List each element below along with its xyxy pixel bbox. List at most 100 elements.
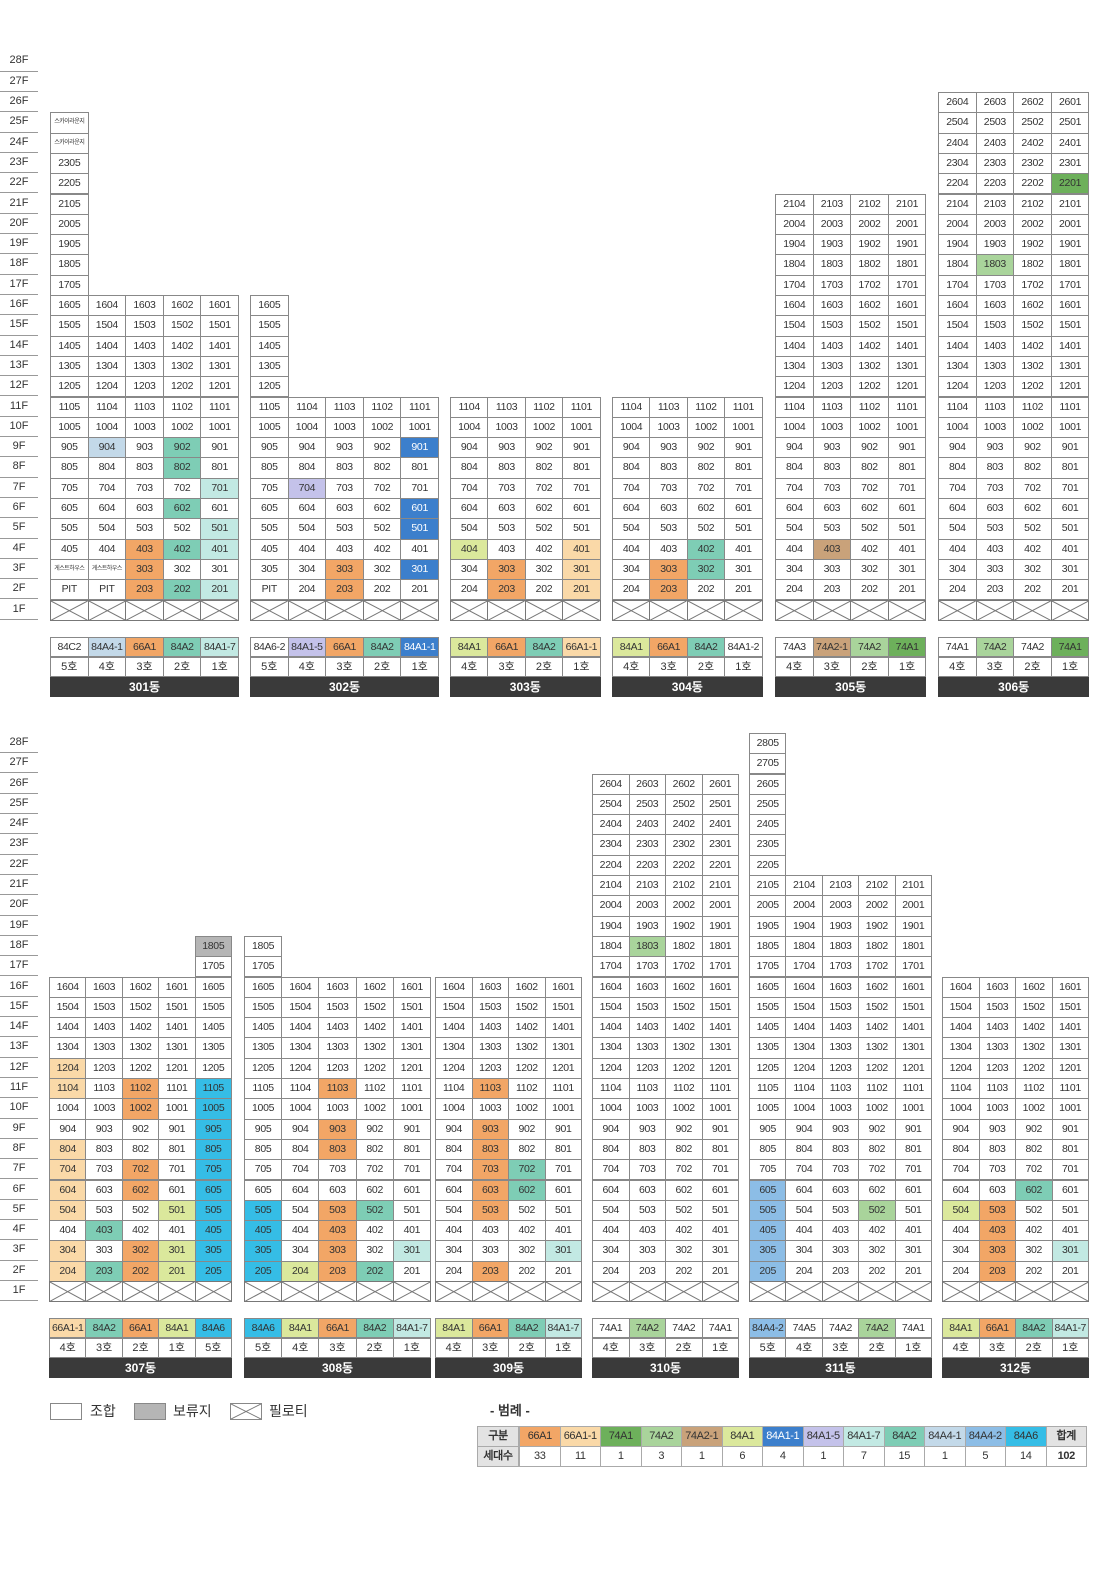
unit-cell: 1203 (125, 376, 164, 398)
unit-cell: 1602 (508, 976, 546, 998)
unit-cell: 305 (194, 1240, 232, 1262)
building-name: 307동 (49, 1358, 232, 1378)
type-cell: 74A2 (1013, 637, 1052, 657)
floor-label: 28F (0, 733, 38, 754)
unit-cell: 1203 (471, 1057, 509, 1079)
unit-count-cell: 3호 (125, 656, 164, 677)
unit-cell: 1101 (158, 1078, 196, 1100)
unit-cell: 803 (125, 457, 164, 479)
unit-cell: 2105 (749, 875, 787, 897)
unit-cell: 404 (938, 538, 977, 560)
unit-cell: 2004 (785, 895, 823, 917)
unit-cell: 203 (125, 579, 164, 601)
unit-cell: 1803 (628, 935, 666, 958)
unit-cell: 1602 (355, 976, 394, 998)
unit-cell: 1303 (975, 355, 1015, 378)
pilotis-cell (938, 599, 977, 621)
unit-cell: 1602 (162, 295, 202, 317)
unit-cell: 404 (785, 1220, 823, 1242)
pilotis-cell (355, 1281, 394, 1303)
unit-cell: 902 (665, 1118, 703, 1140)
unit-cell: 202 (1015, 1260, 1053, 1282)
unit-cell: 1705 (50, 274, 89, 296)
unit-cell: 1202 (162, 376, 202, 398)
unit-cell: 701 (392, 1159, 431, 1181)
unit-cell: 2102 (850, 193, 889, 215)
unit-cell: PIT (50, 579, 89, 601)
unit-cell: 604 (942, 1179, 980, 1201)
legend-title: - 범례 - (490, 1403, 530, 1418)
unit-cell: 202 (362, 579, 402, 601)
type-cell: 74A1 (592, 1318, 630, 1338)
unit-count-cell: 4호 (450, 656, 489, 677)
unit-cell: 2705 (749, 753, 787, 775)
unit-count-cell: 1호 (158, 1337, 196, 1358)
unit-cell: 403 (978, 1220, 1016, 1242)
unit-cell: 1704 (775, 274, 814, 296)
unit-cell: 602 (1015, 1179, 1053, 1201)
pilotis-cell (562, 599, 601, 621)
unit-cell: 601 (887, 498, 927, 520)
unit-cell: 2604 (938, 92, 977, 114)
unit-cell: 1504 (938, 315, 977, 337)
unit-cell: 1004 (612, 416, 651, 439)
floor-label: 20F (0, 214, 38, 235)
unit-cell: 1303 (85, 1037, 123, 1059)
unit-cell: 1101 (701, 1078, 739, 1100)
unit-cell: 801 (544, 1138, 582, 1161)
unit-cell: 303 (978, 1240, 1016, 1262)
floor-label: 5F (0, 518, 38, 539)
unit-cell: 1101 (544, 1078, 582, 1100)
legend-count: 33 (519, 1446, 561, 1467)
unit-cell: 1301 (200, 355, 239, 378)
unit-cell: 1102 (665, 1078, 703, 1100)
floor-label: 3F (0, 559, 38, 580)
unit-cell: 801 (562, 457, 601, 479)
unit-cell: 2303 (628, 834, 666, 856)
unit-cell: 1004 (785, 1098, 823, 1120)
unit-cell: 1601 (894, 976, 932, 998)
unit-cell: 1301 (392, 1037, 431, 1059)
unit-cell: 1604 (87, 295, 127, 317)
unit-cell: 1302 (162, 355, 202, 378)
unit-cell: 403 (821, 1220, 860, 1242)
unit-count-cell: 5호 (749, 1337, 787, 1358)
legend-type: 84A4-2 (964, 1426, 1006, 1447)
unit-cell: 1004 (287, 416, 327, 439)
unit-cell: 1004 (87, 416, 127, 439)
unit-cell: 703 (649, 477, 688, 499)
unit-cell: 1003 (325, 416, 364, 439)
unit-cell: 1103 (821, 1078, 860, 1100)
unit-cell: 701 (701, 1159, 739, 1181)
unit-cell: 904 (450, 437, 489, 459)
unit-cell: 1903 (821, 915, 860, 937)
unit-cell: 1804 (785, 935, 823, 958)
unit-cell: 704 (87, 477, 127, 499)
unit-cell: 501 (1050, 518, 1090, 540)
unit-cell: 403 (318, 1220, 357, 1242)
unit-cell: 1104 (942, 1078, 980, 1100)
unit-cell: 1904 (938, 234, 977, 256)
unit-cell: 303 (487, 558, 526, 581)
unit-cell: 1001 (701, 1098, 739, 1120)
unit-cell: 2001 (887, 213, 927, 236)
unit-cell: 603 (978, 1179, 1016, 1201)
unit-cell: 1505 (50, 315, 89, 337)
pilotis-cell (858, 1281, 896, 1303)
unit-cell: 2603 (975, 92, 1015, 114)
type-cell: 66A1-1 (49, 1318, 87, 1338)
unit-cell: 1405 (194, 1017, 232, 1039)
unit-cell: 1202 (1015, 1057, 1053, 1079)
unit-cell: 502 (850, 518, 889, 540)
unit-cell: 303 (471, 1240, 509, 1262)
unit-cell: 1805 (194, 935, 232, 958)
unit-cell: 605 (749, 1179, 787, 1201)
unit-cell: 1704 (938, 274, 977, 296)
unit-cell: 1103 (487, 396, 526, 418)
unit-cell: 302 (1015, 1240, 1053, 1262)
unit-cell: 601 (200, 498, 239, 520)
pilotis-cell (724, 599, 763, 621)
unit-cell: 202 (686, 579, 726, 601)
unit-cell: 401 (562, 538, 601, 560)
floor-label: 23F (0, 153, 38, 174)
